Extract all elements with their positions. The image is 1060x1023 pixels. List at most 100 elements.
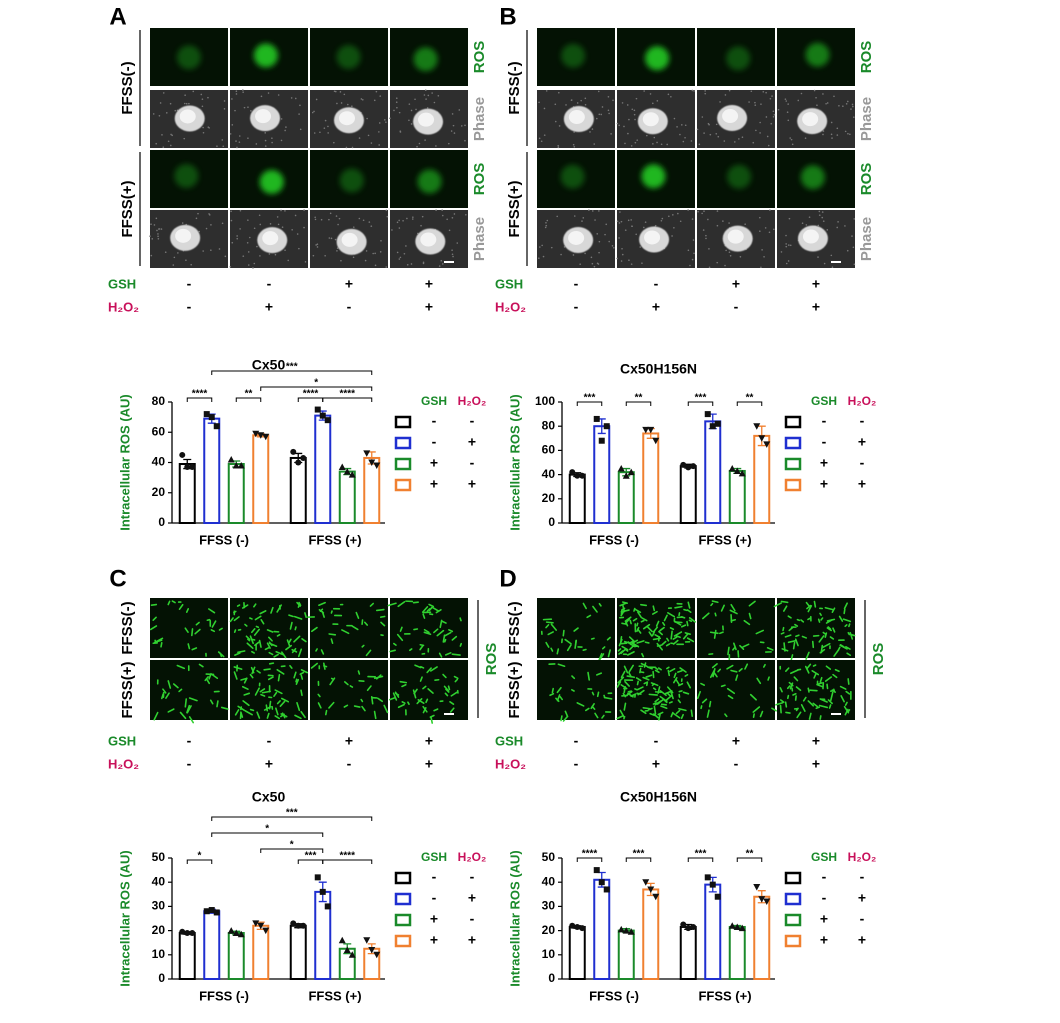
texture: [365, 250, 368, 252]
texture: [725, 249, 727, 252]
ros-fiber: [603, 694, 606, 699]
texture: [543, 107, 546, 110]
micrograph: [537, 28, 615, 86]
ros-fiber: [651, 630, 656, 637]
ros-fiber: [260, 693, 266, 697]
micrograph: [777, 150, 855, 208]
ros-fiber: [656, 644, 662, 647]
texture: [248, 236, 251, 239]
significance-bracket: [260, 848, 324, 853]
data-point: [338, 936, 346, 944]
legend-sign: -: [432, 434, 437, 450]
texture: [352, 226, 355, 228]
ros-fiber: [550, 623, 558, 631]
y-tick-label: 20: [542, 491, 556, 505]
texture: [818, 214, 821, 216]
texture: [817, 256, 819, 258]
data-point: [714, 420, 721, 427]
texture: [760, 103, 762, 105]
treatment-sign: -: [187, 733, 192, 749]
ros-fiber: [636, 622, 639, 627]
y-axis-label: Intracellular ROS (AU): [117, 394, 132, 531]
ros-fiber: [792, 641, 796, 650]
texture: [643, 90, 645, 92]
ros-fiber: [178, 688, 183, 693]
ros-fiber: [328, 701, 335, 709]
ros-fiber: [598, 602, 602, 607]
texture: [314, 216, 316, 219]
texture: [538, 101, 540, 104]
y-tick-label: 30: [152, 899, 166, 913]
treatment-sign: -: [187, 299, 192, 315]
ros-fiber: [713, 629, 717, 639]
significance-label: ***: [633, 849, 645, 860]
texture: [652, 143, 654, 145]
texture: [284, 129, 286, 132]
ros-fiber: [244, 623, 248, 627]
ros-fiber: [843, 705, 850, 714]
texture: [716, 261, 719, 264]
texture: [264, 139, 267, 142]
micrograph: [697, 28, 775, 86]
texture: [598, 251, 600, 254]
ros-fiber: [847, 678, 850, 685]
data-point: [753, 884, 761, 891]
texture: [335, 215, 338, 217]
data-point: [227, 455, 235, 463]
ros-fiber: [423, 628, 430, 634]
ros-fiber: [786, 694, 790, 700]
ros-fiber: [401, 683, 407, 688]
ros-fiber: [759, 710, 764, 718]
treatment-sign: -: [654, 276, 659, 292]
texture: [769, 97, 772, 100]
texture: [627, 219, 630, 222]
texture: [425, 98, 427, 100]
cell-core: [338, 111, 355, 126]
texture: [438, 265, 441, 267]
texture: [702, 229, 705, 231]
ros-fiber: [586, 614, 592, 619]
ros-fiber: [300, 669, 309, 674]
data-point: [685, 464, 692, 471]
texture: [788, 217, 791, 220]
legend-sign: -: [470, 911, 475, 927]
ros-fiber: [647, 707, 653, 711]
ros-fiber: [706, 709, 710, 718]
texture: [639, 246, 641, 248]
micrograph: [537, 209, 615, 268]
texture: [238, 135, 241, 137]
ros-fiber: [153, 639, 163, 644]
texture: [620, 260, 623, 262]
texture: [414, 98, 416, 101]
ros-fiber: [640, 619, 645, 623]
ros-fiber: [634, 608, 642, 614]
texture: [247, 106, 249, 108]
ros-fiber: [270, 606, 274, 614]
ros-fiber: [786, 685, 791, 690]
texture: [708, 123, 710, 126]
ros-fiber: [771, 707, 777, 712]
ros-fiber: [686, 620, 689, 627]
ros-fiber: [727, 646, 730, 656]
y-tick-label: 40: [152, 874, 166, 888]
ros-fiber: [242, 700, 250, 707]
texture: [582, 217, 585, 219]
texture: [334, 90, 337, 93]
data-point: [733, 467, 741, 474]
significance-label: ****: [339, 389, 355, 400]
chart-title: Cx50: [252, 357, 286, 373]
data-point: [213, 423, 220, 430]
texture: [441, 214, 444, 217]
ros-fiber: [396, 633, 404, 642]
texture: [594, 219, 596, 221]
texture: [162, 92, 165, 94]
cell-core: [179, 109, 196, 124]
ros-fiber: [720, 604, 725, 612]
texture: [159, 102, 162, 104]
ros-fiber: [669, 627, 675, 631]
ros-glow: [560, 164, 585, 189]
micrograph: [229, 89, 308, 149]
ros-fiber: [629, 619, 632, 625]
texture: [624, 229, 627, 231]
micrograph: [150, 660, 229, 724]
